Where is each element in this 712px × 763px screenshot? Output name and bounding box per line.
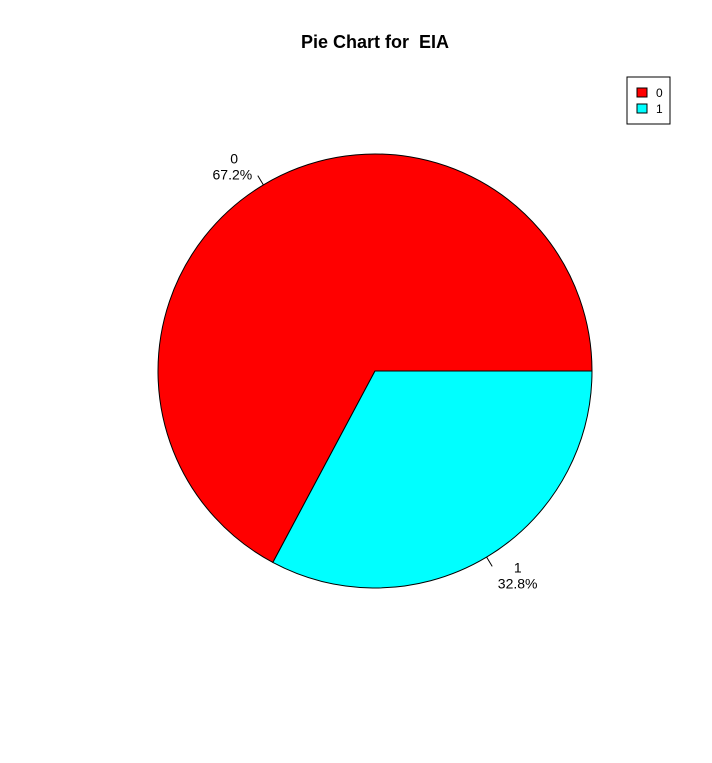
slice-label-0: 0 — [230, 150, 238, 166]
slice-labels: 067.2% 132.8% — [213, 150, 538, 591]
pie-slices — [157, 153, 593, 589]
leader-line-1 — [486, 556, 493, 567]
legend: 0 1 — [626, 76, 671, 125]
slice-percent-1: 32.8% — [498, 576, 538, 592]
legend-swatch-0 — [636, 87, 648, 98]
legend-label-0: 0 — [656, 86, 663, 100]
pie-slice-1 — [272, 370, 593, 589]
slice-percent-0: 67.2% — [213, 166, 253, 182]
chart-title: Pie Chart for EIA — [301, 32, 449, 52]
leader-line-0 — [257, 175, 264, 186]
legend-label-1: 1 — [656, 102, 663, 116]
pie-slice-0 — [157, 153, 593, 564]
legend-box — [626, 76, 671, 125]
legend-swatch-1 — [636, 103, 648, 114]
slice-label-1: 1 — [514, 560, 522, 576]
